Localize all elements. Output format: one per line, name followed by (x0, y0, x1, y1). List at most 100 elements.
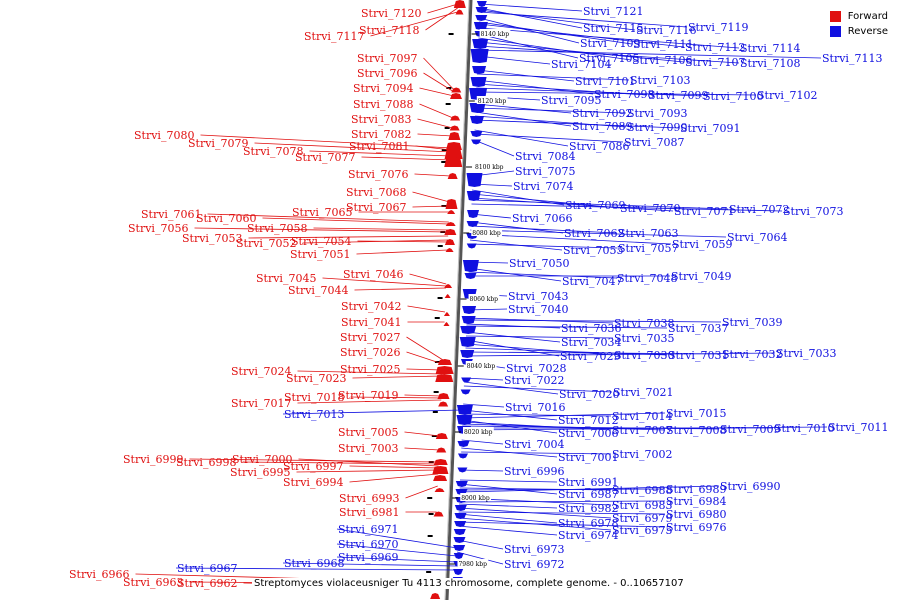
gene-label: Strvi_7072 (729, 203, 789, 216)
gene-label: Strvi_7091 (680, 122, 740, 135)
leader-line (459, 479, 558, 483)
gene-label: Strvi_7029 (560, 350, 620, 363)
scale-tick-bg (476, 96, 508, 104)
leader-line (336, 528, 458, 549)
leader-line (414, 173, 451, 177)
gene-label: Strvi_6967 (177, 562, 237, 575)
gene-label: Strvi_7104 (551, 58, 611, 71)
reverse-gene-feature (453, 569, 464, 575)
gene-label: Strvi_7053 (182, 232, 242, 245)
gene-label: Strvi_7032 (722, 348, 782, 361)
gene-label: Strvi_6978 (558, 517, 618, 530)
leader-line (404, 447, 440, 451)
gene-label: Strvi_7082 (351, 128, 411, 141)
leader-line (471, 213, 512, 219)
leader-line (469, 243, 618, 249)
gene-label: Strvi_7049 (671, 270, 731, 283)
gene-label: Strvi_6998 (176, 456, 236, 469)
forward-gene-feature (445, 142, 462, 150)
forward-gene-feature (449, 125, 460, 131)
forward-gene-feature (433, 511, 444, 517)
gene-label: Strvi_7020 (559, 388, 619, 401)
gene-label: Strvi_6981 (339, 506, 399, 519)
scale-tick-label: 8120 kbp (478, 98, 507, 105)
forward-gene-feature (443, 312, 450, 316)
gene-label: Strvi_7088 (353, 98, 413, 111)
forward-gene-feature (437, 393, 450, 399)
reverse-gene-feature (471, 139, 482, 145)
leader-line (477, 69, 575, 82)
leader-line (412, 191, 450, 203)
legend-forward-label: Forward (847, 11, 888, 22)
gene-label: Strvi_7113 (822, 52, 882, 65)
leader-line (427, 3, 458, 14)
leader-line (479, 3, 583, 12)
gene-label: Strvi_7050 (509, 257, 569, 270)
leader-line (458, 525, 558, 536)
gene-label: Strvi_7025 (340, 363, 400, 376)
gene-label: Strvi_7031 (668, 349, 728, 362)
forward-gene-feature (435, 366, 454, 374)
scale-tick-label: 8000 kbp (461, 495, 490, 502)
scale-tick-bg (462, 427, 494, 435)
leader-line (464, 377, 504, 381)
gene-label: Strvi_7109 (580, 37, 640, 50)
leader-line (200, 134, 452, 149)
gene-label: Strvi_6974 (558, 529, 618, 542)
leader-line (466, 325, 668, 329)
scale-tick-label: 8020 kbp (464, 429, 493, 436)
gene-label: Strvi_7016 (505, 401, 565, 414)
gene-label: Strvi_7114 (740, 42, 800, 55)
gene-label: Strvi_7116 (636, 24, 696, 37)
leader-line (458, 511, 666, 515)
gene-label: Strvi_6980 (666, 508, 726, 521)
gene-label: Strvi_6991 (558, 476, 618, 489)
leader-line (462, 413, 612, 417)
gene-label: Strvi_7067 (346, 201, 406, 214)
gene-label: Strvi_7077 (295, 151, 355, 164)
gene-label: Strvi_7073 (783, 205, 843, 218)
gene-label: Strvi_7099 (648, 89, 708, 102)
leader-line (474, 139, 515, 157)
gene-label: Strvi_6972 (504, 558, 564, 571)
reverse-gene-feature (466, 191, 481, 201)
chromosome-highlight (444, 0, 470, 600)
gene-label: Strvi_7115 (583, 22, 643, 35)
gene-label: Strvi_7118 (359, 24, 419, 37)
leader-line (194, 227, 449, 233)
leader-line (417, 118, 453, 129)
leader-line (297, 399, 442, 404)
gene-label: Strvi_6962 (177, 577, 237, 590)
leader-line (297, 370, 443, 375)
gene-label: Strvi_6994 (283, 476, 343, 489)
forward-gene-feature (447, 210, 456, 214)
chromosome-line (445, 0, 473, 600)
genome-caption: Streptomyces violaceusniger Tu 4113 chro… (252, 578, 686, 589)
gene-label: Strvi_7120 (361, 7, 421, 20)
reverse-gene-feature (453, 529, 466, 535)
reverse-gene-feature (460, 326, 477, 334)
gene-label: Strvi_7056 (128, 222, 188, 235)
gene-label: Strvi_7011 (828, 421, 888, 434)
gene-label: Strvi_6995 (230, 466, 290, 479)
gene-label: Strvi_6968 (284, 557, 344, 570)
leader-line (419, 103, 454, 119)
leader-line (470, 233, 672, 245)
gene-label: Strvi_7004 (504, 438, 564, 451)
forward-gene-feature (445, 222, 456, 226)
gene-label: Strvi_7069 (565, 199, 625, 212)
gene-label: Strvi_7093 (627, 107, 687, 120)
leader-line (175, 567, 457, 571)
leader-line (475, 103, 572, 114)
gene-label: Strvi_7001 (558, 451, 618, 464)
leader-line (462, 412, 666, 419)
leader-line (475, 107, 627, 114)
gene-label: Strvi_7019 (338, 389, 398, 402)
leader-line (298, 458, 439, 467)
legend-reverse: Reverse (829, 24, 888, 39)
gene-label: Strvi_6970 (338, 538, 398, 551)
leader-line (313, 227, 449, 231)
reverse-gene-feature (457, 453, 468, 459)
